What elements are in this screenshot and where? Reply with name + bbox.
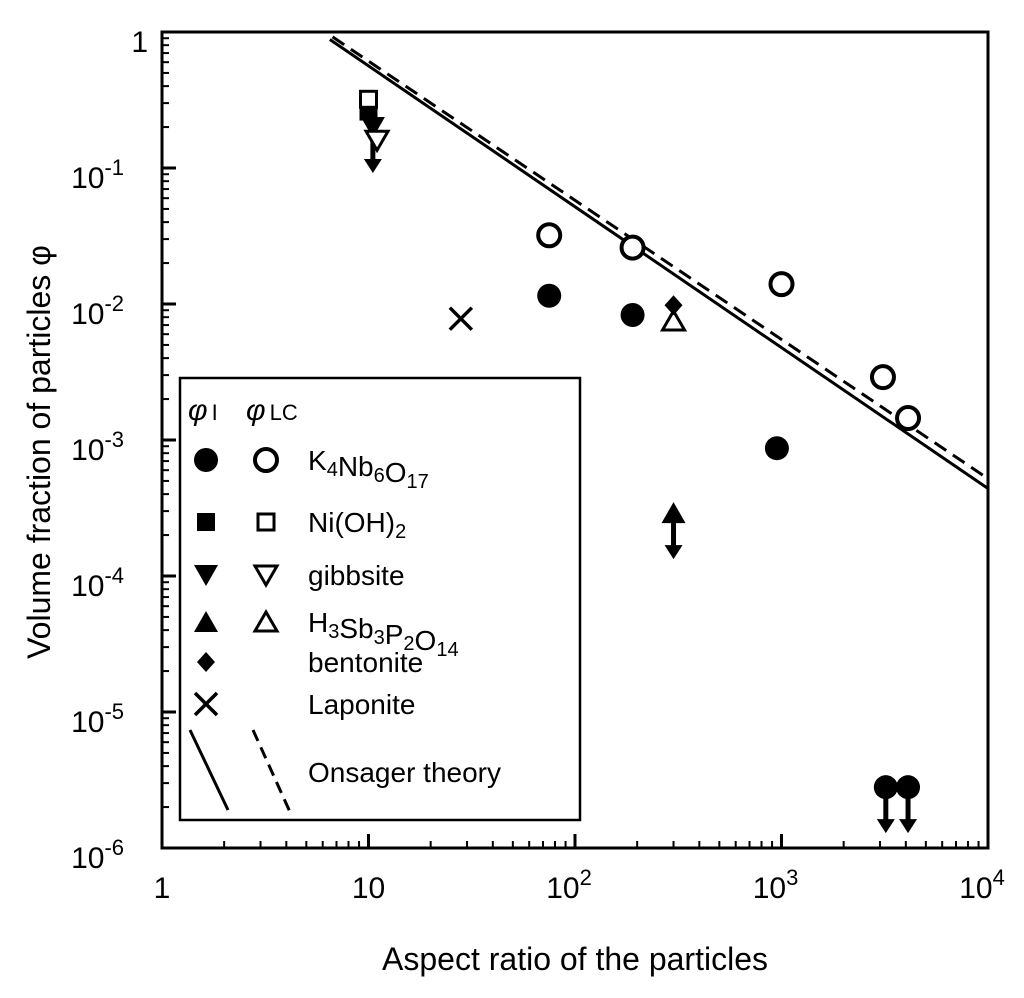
legend-label: Ni(OH)2 (308, 507, 406, 543)
point-circle-filled (537, 283, 562, 308)
x-tick-label: 103 (753, 865, 799, 905)
point-circle-open (869, 364, 896, 391)
point-circle-filled (896, 775, 921, 800)
point-circle-filled (620, 303, 645, 328)
point-circle-open (536, 222, 563, 249)
y-tick-label: 10-2 (71, 291, 124, 331)
point-cross (448, 306, 474, 331)
x-axis-title: Aspect ratio of the particles (382, 941, 768, 977)
point-tri-down-filled (360, 117, 385, 139)
point-circle-filled (764, 436, 789, 461)
x-tick-label: 10 (352, 872, 385, 905)
point-circle-filled (873, 775, 898, 800)
legend-marker-square-filled (197, 513, 215, 531)
y-axis-title: Volume fraction of particles φ (21, 245, 57, 659)
onsager-i-line (329, 38, 989, 490)
x-tick-label: 1 (154, 872, 171, 905)
upper-limit-arrow (664, 519, 683, 560)
legend: φ I φ LC K4Nb6O17 Ni(OH)2 gibbsite H3Sb3P2O14be… (178, 376, 582, 822)
legend-label: gibbsite (308, 560, 405, 591)
legend-label: K4Nb6O17 (308, 445, 429, 493)
legend-dashed-line (251, 729, 292, 813)
legend-marker-diamond-filled (197, 652, 215, 672)
legend-label: H3Sb3P2O14 (308, 607, 459, 661)
y-tick-label: 1 (131, 26, 148, 59)
point-circle-open (768, 271, 795, 298)
y-tick-label: 10-1 (71, 155, 124, 195)
point-tri-down-open (363, 129, 391, 154)
legend-marker-tri-up-open (252, 609, 280, 633)
legend-marker-tri-down-filled (194, 565, 218, 586)
y-tick-label: 10-3 (71, 427, 124, 467)
point-tri-up-open (659, 307, 688, 332)
axis-ticks: 1 10 102 103 104 1 10-1 10-2 10-3 10-4 10-5 10-6 (71, 26, 1005, 905)
point-square-open (359, 89, 378, 109)
point-circle-open (619, 234, 646, 261)
legend-label: Laponite (308, 689, 415, 720)
point-tri-up-filled (661, 502, 686, 524)
x-tick-label: 104 (959, 865, 1005, 905)
point-diamond-filled (664, 295, 683, 316)
onsager-lines (329, 35, 989, 490)
data-points (359, 89, 922, 834)
legend-marker-cross (193, 691, 219, 717)
legend-solid-line (188, 729, 230, 811)
legend-label: Onsager theory (308, 757, 501, 788)
legend-marker-square-open (256, 512, 276, 532)
legend-header-phi-lc: φ LC (246, 394, 298, 427)
legend-label: bentonite (308, 647, 423, 678)
legend-marker-circle-filled (194, 448, 218, 472)
y-tick-label: 10-5 (71, 699, 124, 739)
x-tick-label: 102 (546, 865, 592, 905)
legend-box (178, 376, 582, 822)
legend-marker-circle-open (253, 447, 279, 473)
y-tick-label: 10-4 (71, 563, 124, 603)
point-circle-open (895, 405, 922, 432)
legend-marker-tri-down-open (252, 564, 280, 588)
legend-marker-tri-up-filled (194, 611, 218, 632)
y-tick-label: 10-6 (71, 835, 124, 875)
